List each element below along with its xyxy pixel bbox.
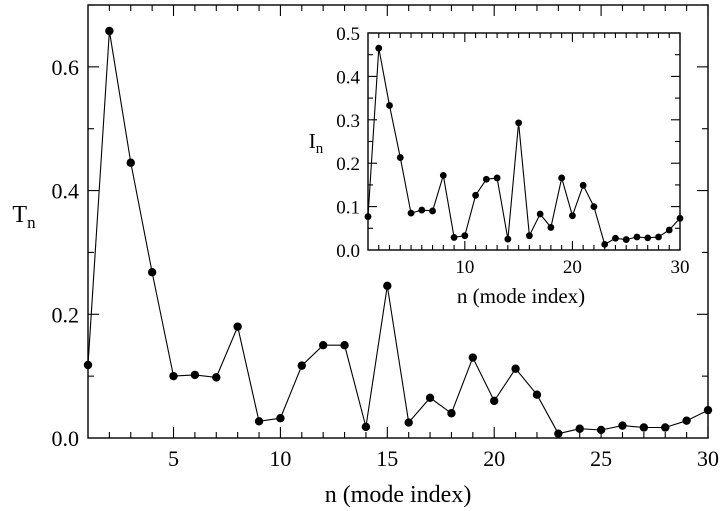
main-data-point: [83, 360, 93, 370]
inset-data-point: [558, 174, 566, 182]
inset-data-point: [547, 224, 555, 231]
main-data-point: [425, 393, 435, 402]
inset-plot: In n (mode index) 10 20 30 0.0 0.1 0.2 0.3 0.4 0…: [309, 24, 690, 308]
main-data-point: [169, 371, 178, 381]
inset-data-point: [622, 236, 630, 243]
main-data-point: [297, 361, 306, 370]
main-y-tick-label: 0.6: [52, 55, 80, 80]
main-x-tick-label: 15: [376, 446, 398, 471]
inset-y-tick-label: 0.2: [336, 154, 360, 175]
inset-data-point: [515, 119, 523, 127]
inset-y-tick-label: 0.0: [336, 241, 360, 262]
main-data-point: [212, 373, 221, 382]
main-data-point: [404, 418, 413, 427]
inset-data-point: [655, 233, 662, 241]
main-data-point: [276, 414, 285, 423]
main-x-axis-label: n (mode index): [325, 482, 472, 508]
main-data-point: [383, 281, 392, 291]
inset-data-point: [439, 171, 447, 179]
main-data-point: [490, 396, 499, 406]
main-y-tick-label: 0.4: [52, 179, 80, 204]
main-data-point: [468, 353, 478, 362]
inset-x-tick-label: 10: [455, 257, 474, 278]
main-data-point: [361, 422, 371, 432]
main-x-tick-label: 20: [483, 446, 505, 471]
inset-data-point: [569, 212, 576, 220]
main-data-point: [596, 425, 606, 435]
inset-data-point: [396, 154, 404, 161]
inset-data-point: [601, 240, 609, 248]
main-data-point: [511, 364, 520, 373]
inset-data-point: [525, 232, 533, 240]
main-data-point: [105, 26, 114, 36]
inset-data-point: [493, 174, 501, 182]
main-y-tick-label: 0.0: [52, 426, 80, 451]
inset-data-point: [633, 233, 641, 241]
inset-data-point: [665, 226, 673, 234]
inset-data-point: [676, 214, 684, 222]
inset-data-point: [364, 213, 372, 220]
main-data-point: [532, 390, 542, 399]
main-data-point: [254, 417, 264, 426]
main-frame: [87, 4, 709, 439]
main-data-point: [447, 409, 456, 418]
inset-data-point: [450, 234, 458, 241]
main-data-point: [554, 429, 563, 438]
inset-y-axis-label: In: [309, 129, 324, 157]
inset-data-point: [482, 175, 490, 183]
inset-data-point: [536, 210, 544, 218]
main-data-point: [639, 423, 649, 432]
main-data-point: [682, 416, 691, 425]
inset-x-axis-label: n (mode index): [457, 284, 585, 308]
main-data-point: [318, 341, 328, 350]
main-data-point: [703, 405, 713, 415]
inset-frame: [367, 32, 681, 251]
main-data-point: [340, 341, 349, 350]
main-x-tick-label: 10: [269, 446, 291, 471]
main-data-point: [575, 424, 584, 433]
inset-data-point: [418, 206, 426, 214]
inset-data-point: [579, 181, 587, 189]
main-data-point: [618, 421, 627, 430]
inset-x-tick-label: 20: [563, 257, 582, 278]
inset-data-point: [407, 209, 415, 217]
main-x-tick-label: 25: [590, 446, 612, 471]
main-data-point: [233, 322, 242, 331]
inset-y-tick-label: 0.3: [336, 111, 360, 132]
inset-y-tick-label: 0.1: [336, 198, 360, 219]
main-y-axis-label: Tn: [12, 202, 36, 232]
inset-data-point: [461, 232, 469, 240]
main-data-point: [126, 158, 135, 167]
inset-data-point: [429, 207, 436, 215]
inset-data-point: [612, 234, 619, 242]
main-data-point: [190, 370, 200, 380]
main-data-point: [661, 423, 670, 432]
inset-x-tick-label: 30: [671, 257, 690, 278]
main-x-tick-label: 5: [168, 446, 179, 471]
inset-data-point: [504, 235, 512, 243]
main-x-tick-label: 30: [697, 446, 719, 471]
main-data-point: [147, 268, 157, 277]
inset-y-tick-label: 0.4: [336, 67, 360, 88]
main-y-tick-label: 0.2: [52, 302, 80, 327]
main-plot: Tn n (mode index) 5 10 15 20 25 30 0.0 0.2 0.4 0.…: [12, 4, 719, 508]
inset-data-point: [472, 191, 479, 199]
inset-data-point: [375, 44, 383, 52]
inset-data-point: [644, 234, 652, 242]
inset-y-tick-label: 0.5: [336, 24, 360, 45]
inset-data-point: [386, 102, 393, 109]
inset-data-point: [590, 203, 598, 211]
